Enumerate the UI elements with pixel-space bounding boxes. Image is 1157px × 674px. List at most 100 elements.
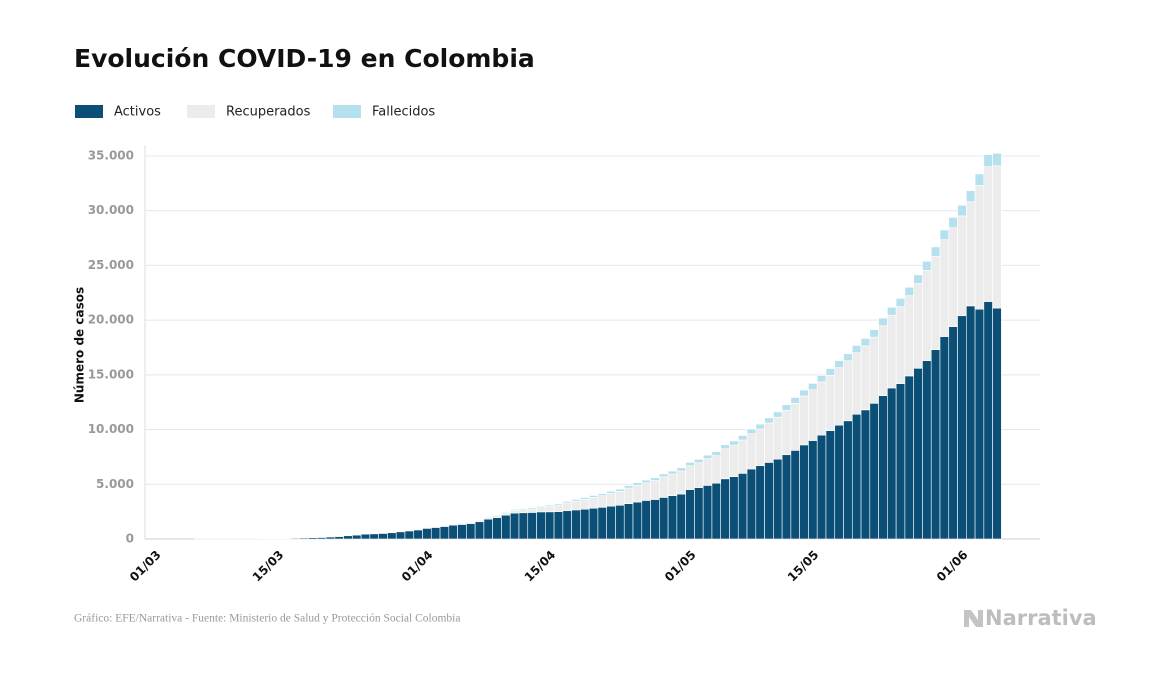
y-tick-label: 15.000 [88,367,134,381]
bar-segment [922,360,932,540]
bar-segment [641,482,651,501]
bar-segment [343,535,353,540]
bar-segment [878,395,888,540]
bar-segment [650,480,660,500]
bar-segment [667,470,678,475]
bar-segment [737,439,748,474]
bar-segment [737,473,748,540]
bar-segment [983,301,993,540]
bar-segment [930,255,941,350]
bar-segment [939,229,950,241]
bar-segment [483,518,493,540]
bar-segment [755,428,765,466]
bar-segment [992,165,1002,309]
bar-segment [966,201,976,307]
x-tick-label: 15/05 [785,548,822,585]
bar-segment [799,389,809,397]
bar-segment [457,522,467,524]
bar-segment [439,526,450,540]
bar-segment [808,389,818,441]
bar-segment [352,534,362,540]
bar-segment [667,495,678,540]
y-tick-label: 35.000 [88,148,134,162]
bar-segment [492,517,502,540]
bar-segment [632,482,643,486]
bar-segment [501,511,511,514]
brand-icon [964,610,983,627]
bar-segment [509,512,520,540]
bar-segment [536,506,546,508]
x-tick-label: 15/04 [522,548,559,585]
bar-segment [430,527,441,540]
y-tick-label: 25.000 [88,258,134,272]
bar-segment [650,499,660,540]
bar-segment [966,190,976,202]
bar-segment [948,326,958,540]
bar-segment [922,261,932,271]
bar-segment [887,387,897,540]
bar-segment [983,154,993,167]
bar-segment [869,336,879,404]
bar-segment [615,491,625,506]
bar-segment [948,227,958,327]
bar-segment [615,504,625,540]
bar-segment [492,515,502,518]
bar-segment [983,166,993,302]
x-tick-label: 15/03 [250,548,287,585]
bar-segment [957,204,967,217]
bar-segment [702,454,713,459]
bar-segment [790,450,800,540]
bar-segment [685,462,695,467]
bar-segment [395,531,406,540]
bar-segment [536,511,546,540]
bar-segment [966,305,976,540]
bar-segment [939,336,950,540]
bar-segment [851,352,862,415]
bar-segment [492,514,502,516]
bar-segment [597,506,607,540]
bar-segment [553,503,564,506]
bar-segment [834,360,844,368]
bar-segment [843,353,853,362]
bar-segment [457,524,467,540]
bar-segment [623,487,634,504]
bar-segment [799,444,809,540]
legend-swatch [187,105,215,118]
bar-segment [545,504,555,507]
bar-segment [799,395,809,446]
bar-segment [939,239,950,337]
bar-segment [685,489,695,540]
bar-segment [387,532,397,540]
bar-segment [825,430,836,540]
bar-segment [808,383,818,391]
bar-segment [869,402,879,540]
y-tick-label: 20.000 [88,313,134,327]
bar-segment [562,502,572,512]
bar-segment [974,185,985,310]
bar-segment [553,504,564,512]
bar-segment [527,512,537,540]
bar-segment [702,458,713,486]
y-tick-label: 0 [126,532,134,546]
bar-segment [536,507,546,513]
bar-segment [790,397,800,404]
bar-segment [895,383,906,540]
bar-segment [851,345,862,353]
bar-segment [843,420,853,540]
bar-segment [974,308,985,540]
bar-segment [623,485,634,489]
bar-segment [764,417,774,424]
bar-segment [623,503,634,540]
bar-segment [527,508,537,513]
bar-segment [816,434,827,540]
bar-segment [413,529,423,540]
bar-segment [404,530,415,540]
bar-segment [922,270,932,361]
bar-segment [711,451,722,456]
bar-segment [562,510,572,540]
bar-segment [615,488,625,492]
bar-segment [790,403,800,451]
bar-segment [773,416,783,460]
bar-segment [720,444,730,450]
y-axis-label: Número de casos [73,287,87,403]
